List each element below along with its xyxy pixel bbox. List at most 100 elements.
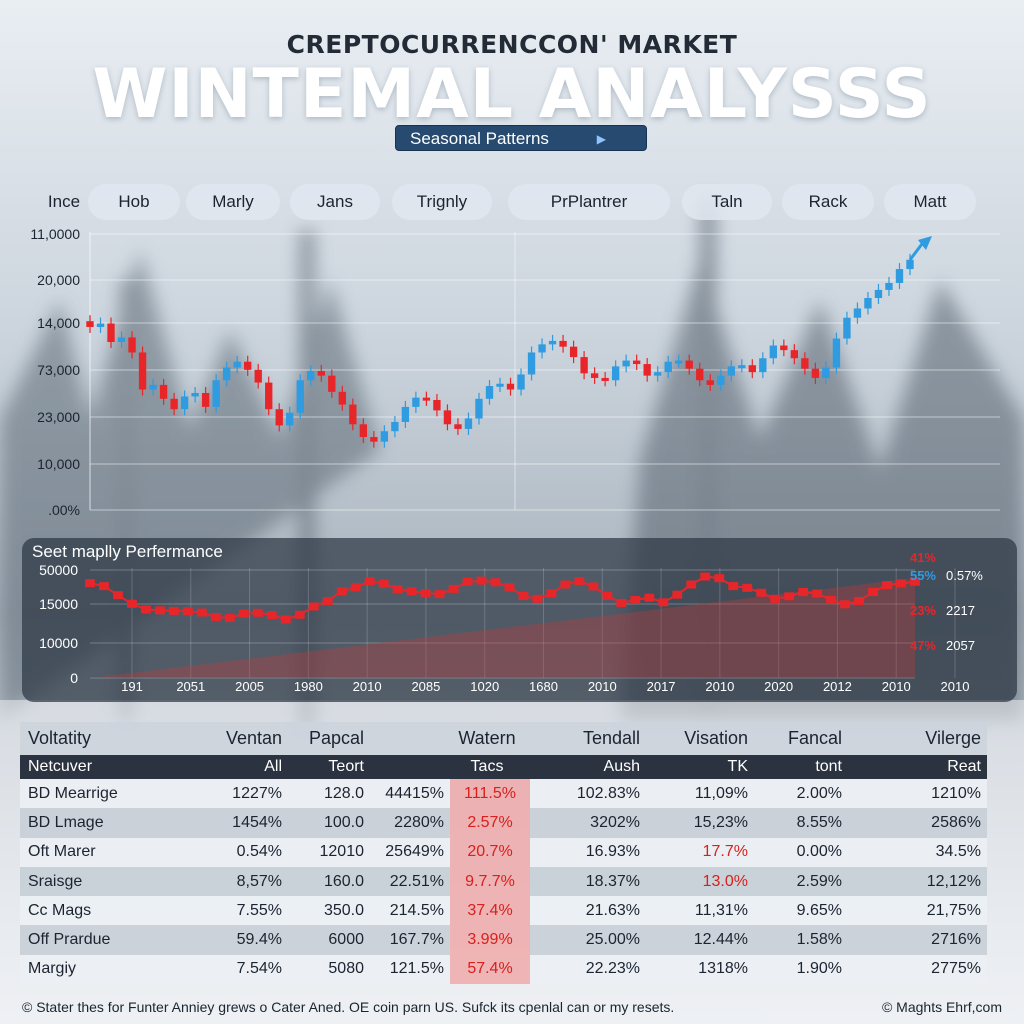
table-cell: 18.37% <box>530 866 646 897</box>
column-header[interactable]: Ventan <box>192 722 288 755</box>
candle-body <box>590 373 599 378</box>
table-row[interactable]: Oft Marer 0.54% 12010 25649% 20.7% 16.93% 17.7… <box>20 837 987 867</box>
pill-item[interactable]: Taln <box>682 184 772 220</box>
table-row[interactable]: BD Mearrige 1227% 128.0 44415% 111.5% 102.83%… <box>20 779 987 809</box>
pill-item[interactable]: PrPlantrer <box>508 184 670 220</box>
pill-item[interactable]: Marly <box>186 184 280 220</box>
table-row[interactable]: Cc Mags 7.55% 350.0 214.5% 37.4% 21.63% 11,31%… <box>20 896 987 926</box>
volatility-table: Voltatity Ventan Papcal Watern Tendall Visati… <box>20 722 987 985</box>
column-header[interactable]: Fancal <box>754 722 848 755</box>
pill-item[interactable]: Jans <box>290 184 380 220</box>
x-tick-label: 2085 <box>411 679 440 694</box>
pill-item[interactable]: Rack <box>782 184 874 220</box>
candle-body <box>506 383 515 390</box>
row-label: BD Mearrige <box>20 779 192 809</box>
table-cell: 1454% <box>192 808 288 838</box>
winter-price-chart: 11,0000 20,000 14,000 73,000 23,000 10,000 .00… <box>30 226 1000 518</box>
legend-value: 0.57% <box>946 568 983 583</box>
candle-body <box>748 365 756 373</box>
candle-body <box>643 364 651 376</box>
candle-body <box>864 298 872 309</box>
candle-body <box>706 380 714 385</box>
seasonal-patterns-button[interactable]: Seasonal Patterns ▶ <box>395 125 647 151</box>
candle-body <box>895 269 904 283</box>
candle-body <box>191 393 199 397</box>
pill-item[interactable]: Trignly <box>392 184 492 220</box>
column-subheader: Reat <box>848 755 987 779</box>
column-subheader: Teort <box>288 755 370 779</box>
candle-body <box>233 361 241 368</box>
table-cell: 0.00% <box>754 837 848 867</box>
y-tick-label: 73,000 <box>37 362 80 378</box>
table-cell: 6000 <box>288 925 370 955</box>
candle-body <box>86 321 94 327</box>
candle-body <box>359 424 368 438</box>
candle-body <box>244 361 252 370</box>
candle-body <box>107 323 115 343</box>
pill-item[interactable]: Matt <box>884 184 976 220</box>
table-row[interactable]: Off Prardue 59.4% 6000 167.7% 3.99% 25.00% 12.… <box>20 925 987 955</box>
footer-credit: © Maghts Ehrf,com <box>881 999 1002 1015</box>
column-header[interactable]: Voltatity <box>20 722 192 755</box>
candle-body <box>422 397 431 401</box>
trend-arrow-head-icon <box>918 236 932 250</box>
table-row[interactable]: Sraisge 8,57% 160.0 22.51% 9.7.7% 18.37% 13.0%… <box>20 866 987 897</box>
y-tick-label: 50000 <box>39 562 78 578</box>
candle-body <box>727 366 735 376</box>
table-cell: 214.5% <box>370 896 450 926</box>
candle-body <box>117 337 126 343</box>
table-cell: 1210% <box>848 779 987 809</box>
table-cell: 2.57% <box>450 808 530 838</box>
column-subheader: tont <box>754 755 848 779</box>
table-cell: 160.0 <box>288 866 370 897</box>
column-header[interactable]: Watern <box>450 722 530 755</box>
candle-body <box>222 367 231 381</box>
table-cell: 1.90% <box>754 954 848 985</box>
candle-body <box>443 410 452 425</box>
pill-item[interactable]: Hob <box>88 184 180 220</box>
table-cell: 2716% <box>848 925 987 955</box>
column-header[interactable] <box>370 722 450 755</box>
pill-item[interactable]: Ince <box>47 192 81 211</box>
candle-body <box>654 372 662 376</box>
table-cell: 11,09% <box>646 779 754 809</box>
table-cell: 9.7.7% <box>450 866 530 897</box>
candle-body <box>675 360 683 364</box>
column-header[interactable]: Tendall <box>530 722 646 755</box>
row-label: Sraisge <box>20 866 192 897</box>
candle-body <box>170 398 178 410</box>
candle-body <box>611 366 620 381</box>
y-tick-label: .00% <box>48 502 80 518</box>
x-tick-label: 2010 <box>705 679 734 694</box>
candle-body <box>696 368 704 381</box>
table-cell: 0.54% <box>192 837 288 867</box>
y-tick-label: 14,000 <box>37 315 80 331</box>
table-cell: 2.59% <box>754 866 848 897</box>
table-cell: 57.4% <box>450 954 530 985</box>
row-label: Oft Marer <box>20 837 192 867</box>
candle-body <box>286 412 294 426</box>
candle-body <box>464 418 473 429</box>
table-row[interactable]: Margiy 7.54% 5080 121.5% 57.4% 22.23% 1318% 1.9… <box>20 954 987 985</box>
table-row[interactable]: BD Lmage 1454% 100.0 2280% 2.57% 3202% 15,23% 8… <box>20 808 987 838</box>
column-header[interactable]: Papcal <box>288 722 370 755</box>
candle-body <box>832 338 841 368</box>
column-header[interactable]: Visation <box>646 722 754 755</box>
table-cell: 21,75% <box>848 896 987 926</box>
table-cell: 167.7% <box>370 925 450 955</box>
column-subheader <box>370 755 450 779</box>
candle-body <box>475 398 483 419</box>
candle-body <box>454 424 462 429</box>
column-header[interactable]: Vilerge <box>848 722 987 755</box>
candle-body <box>601 377 609 381</box>
candle-body <box>685 360 693 369</box>
table-cell: 7.55% <box>192 896 288 926</box>
table-cell: 2775% <box>848 954 987 985</box>
table-cell: 9.65% <box>754 896 848 926</box>
x-tick-label: 2010 <box>882 679 911 694</box>
x-tick-label: 2010 <box>588 679 617 694</box>
candle-body <box>433 399 441 411</box>
candle-body <box>254 369 262 383</box>
table-cell: 1.58% <box>754 925 848 955</box>
x-tick-label: 1020 <box>470 679 499 694</box>
